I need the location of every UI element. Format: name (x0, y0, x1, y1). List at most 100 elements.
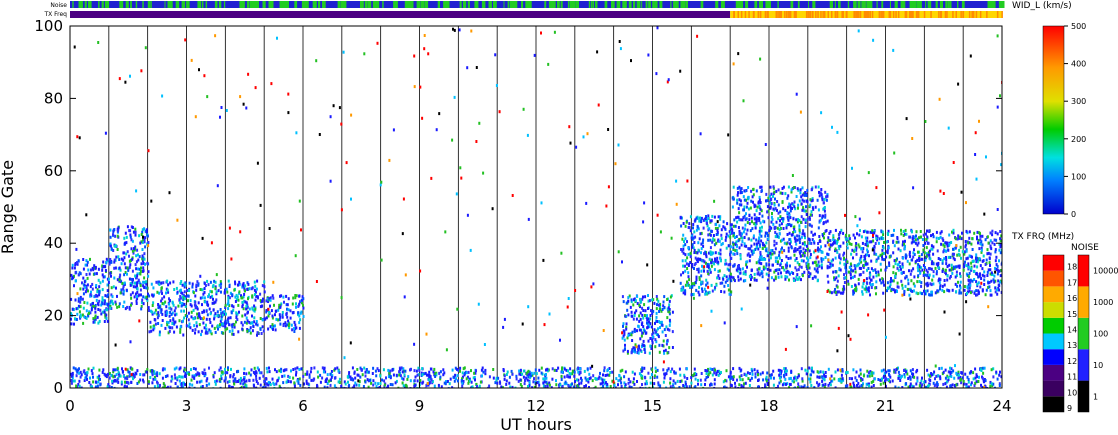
scatter-point (246, 287, 249, 291)
scatter-point (652, 335, 654, 339)
txfreq-strip-segment (855, 11, 858, 18)
txfreq-strip-segment (968, 11, 971, 18)
txfreq-strip-segment (975, 11, 978, 18)
scatter-point (367, 370, 370, 374)
scatter-point (76, 261, 78, 265)
scatter-point (967, 241, 970, 245)
scatter-point (176, 385, 179, 388)
scatter-point (306, 370, 309, 374)
scatter-point (154, 322, 157, 326)
scatter-point (944, 241, 947, 245)
scatter-point (681, 237, 684, 241)
scatter-point (446, 380, 449, 383)
scatter-point (99, 383, 102, 387)
scatter-point (255, 294, 258, 298)
scatter-point (301, 295, 304, 299)
scatter-point (981, 385, 984, 388)
scatter-point (526, 378, 529, 382)
scatter-point (896, 281, 899, 285)
scatter-point (992, 382, 995, 386)
scatter-point (727, 277, 730, 281)
scatter-point (98, 291, 101, 295)
scatter-point (107, 302, 110, 306)
txfreq-strip-segment (867, 11, 870, 18)
scatter-point (253, 316, 256, 320)
scatter-point (744, 218, 747, 222)
scatter-point (226, 371, 229, 375)
scatter-point (839, 257, 842, 261)
scatter-point (563, 382, 566, 386)
scatter-point (209, 329, 212, 333)
scatter-point (220, 312, 223, 316)
scatter-point (843, 281, 846, 284)
scatter-point (684, 243, 687, 247)
scatter-point (233, 323, 236, 327)
scatter-point (102, 260, 105, 264)
scatter-point (194, 331, 196, 335)
scatter-point (614, 386, 617, 388)
scatter-point (913, 235, 916, 239)
scatter-point (765, 272, 768, 276)
scatter-point (179, 327, 182, 331)
scatter-point (89, 293, 92, 297)
scatter-point (136, 286, 139, 290)
scatter-point (989, 272, 992, 276)
scatter-point (932, 235, 935, 239)
scatter-point (300, 301, 303, 305)
scatter-point (929, 374, 931, 378)
scatter-point (775, 220, 778, 224)
scatter-point (918, 259, 921, 262)
scatter-point (901, 243, 904, 247)
scatter-point (882, 280, 885, 284)
scatter-point (854, 376, 857, 380)
scatter-point (679, 373, 682, 377)
scatter-point (716, 369, 719, 373)
scatter-point (757, 241, 760, 245)
scatter-point (665, 342, 668, 346)
scatter-point (713, 238, 716, 242)
scatter-point (736, 186, 739, 190)
scatter-point (536, 381, 539, 385)
scatter-point (160, 299, 163, 303)
scatter-point (125, 235, 128, 239)
scatter-point (786, 275, 789, 279)
scatter-point (800, 278, 802, 282)
scatter-point (748, 222, 751, 226)
scatter-point (860, 235, 863, 239)
scatter-point (696, 225, 699, 229)
scatter-point (707, 271, 710, 275)
txfreq-strip-segment (911, 11, 913, 18)
scatter-point (232, 308, 235, 312)
scatter-point (836, 250, 839, 254)
scatter-point (87, 367, 90, 371)
scatter-point (726, 222, 729, 226)
scatter-point (172, 280, 175, 284)
scatter-point (722, 380, 725, 384)
scatter-point (716, 232, 719, 236)
scatter-point (183, 290, 186, 294)
scatter-point (895, 240, 898, 244)
scatter-point (196, 280, 199, 284)
scatter-point (166, 279, 169, 283)
scatter-point (300, 367, 303, 371)
scatter-point (755, 238, 758, 242)
scatter-point (774, 235, 777, 239)
scatter-point (971, 255, 973, 259)
scatter-point (740, 234, 743, 238)
scatter-point (248, 307, 251, 311)
scatter-point (161, 297, 164, 301)
noise-strip-segment (72, 1, 74, 8)
scatter-point (889, 280, 892, 284)
noise-strip-segment (645, 1, 648, 8)
noise-strip-segment (797, 1, 800, 8)
scatter-point (818, 235, 821, 238)
scatter-point (140, 301, 143, 304)
scatter-point (850, 264, 853, 268)
scatter-point (714, 259, 717, 263)
scatter-point (647, 299, 650, 303)
scatter-point (719, 215, 722, 219)
scatter-point (989, 231, 992, 235)
scatter-point (278, 318, 281, 322)
scatter-point (128, 277, 131, 281)
scatter-point (372, 366, 375, 370)
